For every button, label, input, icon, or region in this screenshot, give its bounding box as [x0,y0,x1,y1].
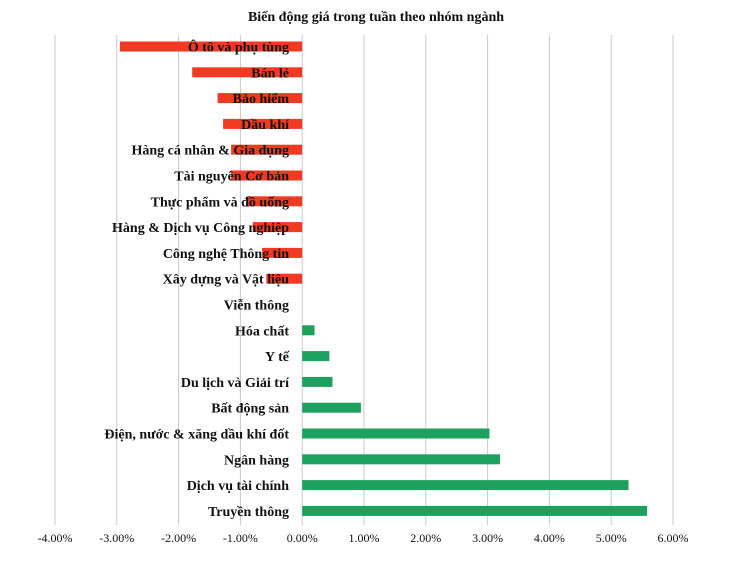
bar [302,480,629,491]
category-label: Du lịch và Giải trí [181,376,290,391]
x-axis-tick-labels: -4.00% -3.00% -2.00% -1.00% 0.00% 1.00% 2.00% 3… [38,531,689,545]
category-label: Tài nguyên Cơ bản [174,170,289,185]
category-label: Ngân hàng [224,453,289,468]
bar [262,247,303,258]
bar [266,273,303,284]
bar [302,505,648,516]
category-labels: Ô tô và phụ tùng Bán lẻ Bảo hiểm Dầu khí Hàn… [104,39,290,520]
bar [217,93,303,104]
x-tick-label: -3.00% [99,531,134,545]
bar [252,222,303,233]
x-tick-label: -1.00% [223,531,258,545]
bar [223,118,303,129]
category-label: Xây dựng và Vật liệu [163,273,290,288]
category-label: Hóa chất [235,324,289,339]
bar [231,170,303,181]
x-tick-label: 6.00% [658,531,689,545]
gridlines [54,35,674,525]
category-label: Ô tô và phụ tùng [188,39,289,56]
bar [302,402,361,413]
bar [302,454,500,465]
category-label: Thực phẩm và đồ uống [151,195,289,210]
bar [302,376,333,387]
x-tick-label: 3.00% [472,531,503,545]
category-label: Hàng cá nhân & Gia dụng [131,144,289,159]
bar [192,67,303,78]
x-tick-label: 5.00% [596,531,627,545]
category-label: Viễn thông [224,298,289,314]
category-label: Y tế [265,350,290,365]
x-tick-label: -4.00% [38,531,73,545]
x-tick-label: 1.00% [349,531,380,545]
category-label: Bất động sản [211,402,289,417]
category-label: Công nghệ Thông tin [163,247,289,262]
bar [119,41,303,52]
bar [231,144,303,155]
bars [119,41,648,516]
category-label: Bán lẻ [251,66,289,81]
bar [246,196,303,207]
bar [302,428,490,439]
x-tick-label: 2.00% [410,531,441,545]
x-tick-label: 4.00% [534,531,565,545]
chart-title: Biến động giá trong tuần theo nhóm ngành [248,10,504,25]
x-tick-label: 0.00% [287,531,318,545]
category-label: Truyền thông [208,505,289,520]
bar [302,351,330,362]
x-tick-label: -2.00% [161,531,196,545]
category-label: Bảo hiểm [233,92,290,107]
category-label: Hàng & Dịch vụ Công nghiệp [112,221,289,236]
bar [302,325,315,336]
category-label: Điện, nước & xăng dầu khí đốt [104,428,289,443]
category-label: Dầu khí [241,118,290,133]
category-label: Dịch vụ tài chính [187,479,290,494]
